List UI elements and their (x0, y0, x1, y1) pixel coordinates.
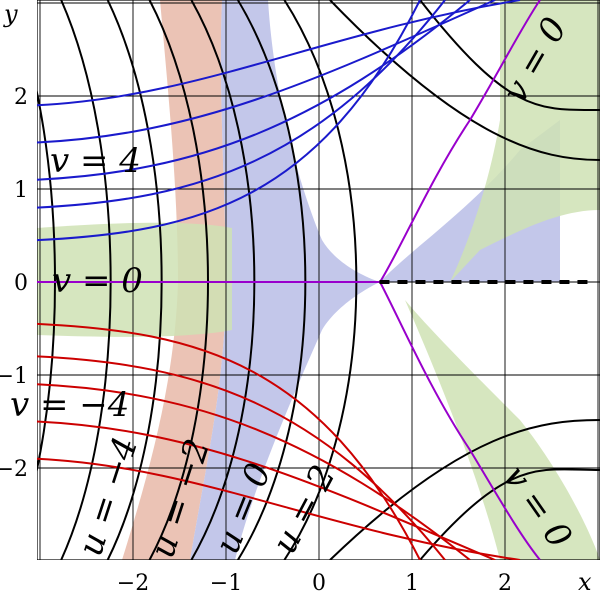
band-green-topright (450, 0, 600, 282)
x-tick-label: 2 (498, 571, 512, 596)
y-tick-label: 2 (14, 85, 28, 110)
band-green-bottomright (405, 300, 600, 560)
y-axis-name: y (3, 0, 18, 28)
v-zero-curve-lower (379, 281, 541, 560)
v-positive-level-curve (37, 0, 521, 107)
u-level-curve (419, 0, 600, 112)
tick-labels: −2 −1 0 1 2 2 1 0 −1 −2 (0, 85, 512, 596)
u-level-curve (329, 419, 600, 560)
v-negative-level-curve (37, 355, 446, 560)
band-red-left (122, 0, 226, 560)
u-level-curve (329, 0, 600, 161)
y-tick-label: −2 (0, 457, 28, 482)
y-tick-label: −1 (0, 364, 28, 389)
y-tick-label: 1 (14, 178, 28, 203)
label-v-zero-left: v = 0 (52, 261, 143, 301)
v-positive-level-curve (37, 0, 471, 181)
band-blue-left (190, 0, 380, 560)
v-negative-level-curve (37, 322, 421, 560)
v-positive-level-curve (37, 0, 421, 242)
x-tick-label: 0 (312, 571, 326, 596)
label-v-pos4: v = 4 (50, 141, 141, 181)
level-curves (37, 0, 600, 560)
v-negative-level-curve (37, 420, 496, 560)
label-v-neg4: v = −4 (10, 385, 129, 425)
v-positive-level-curve (37, 0, 446, 209)
u-level-curve (419, 468, 600, 560)
x-tick-label: −2 (117, 571, 149, 596)
v-zero-curve-upper (37, 0, 541, 283)
v-negative-level-curve (37, 383, 471, 560)
x-tick-label: −1 (210, 571, 242, 596)
v-positive-level-curve (37, 0, 496, 144)
x-axis-name: x (578, 568, 592, 596)
shaded-bands (37, 0, 600, 560)
band-green-left (37, 222, 232, 337)
x-tick-label: 1 (405, 571, 419, 596)
v-negative-level-curve (37, 457, 521, 560)
y-tick-label: 0 (14, 271, 28, 296)
